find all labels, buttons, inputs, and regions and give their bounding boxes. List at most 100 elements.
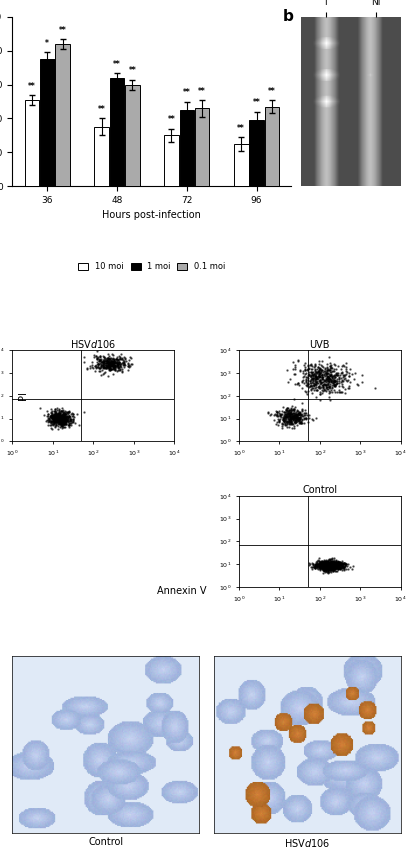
Point: [327, 372, 334, 386]
Point: [294, 411, 300, 424]
Point: [98, 358, 104, 371]
Point: [60, 414, 67, 428]
Point: [316, 558, 322, 572]
Point: [322, 557, 328, 570]
Point: [324, 559, 330, 573]
Point: [45, 413, 51, 427]
Point: [335, 555, 342, 569]
Point: [62, 415, 68, 428]
Point: [294, 354, 301, 368]
Point: [335, 558, 342, 571]
Point: [60, 405, 67, 419]
Point: [281, 405, 287, 419]
Point: [323, 560, 329, 574]
Point: [333, 557, 340, 570]
Point: [331, 560, 337, 574]
Point: [299, 413, 305, 427]
Point: [317, 365, 324, 378]
Point: [332, 368, 338, 382]
Point: [322, 554, 328, 568]
Point: [327, 554, 333, 568]
Point: [64, 413, 70, 427]
Point: [62, 413, 68, 427]
Point: [103, 354, 110, 367]
Point: [326, 558, 333, 572]
Point: [325, 562, 332, 575]
Point: [55, 408, 61, 422]
Point: [47, 416, 54, 429]
Point: [319, 566, 326, 580]
Point: [329, 371, 336, 384]
Point: [317, 559, 323, 573]
Point: [61, 413, 68, 427]
Point: [322, 556, 328, 570]
Point: [55, 412, 62, 426]
Point: [325, 562, 332, 575]
Point: [290, 403, 296, 416]
Point: [59, 414, 65, 428]
Point: [323, 559, 330, 573]
Point: [332, 561, 339, 575]
Point: [324, 380, 330, 394]
Point: [107, 361, 114, 375]
Point: [56, 413, 63, 427]
Point: [328, 368, 334, 382]
Point: [325, 374, 332, 388]
Point: [295, 405, 302, 418]
Point: [335, 559, 342, 573]
Point: [52, 411, 59, 425]
Point: [290, 404, 297, 417]
Point: [293, 414, 300, 428]
Point: [293, 415, 300, 428]
Point: [318, 558, 325, 571]
Point: [64, 410, 71, 423]
Point: [100, 354, 107, 368]
Point: [99, 364, 105, 377]
Point: [57, 413, 63, 427]
Point: [289, 411, 295, 424]
Point: [316, 558, 323, 572]
Point: [111, 355, 117, 369]
Point: [116, 356, 123, 370]
Point: [109, 348, 116, 362]
Point: [309, 366, 315, 379]
Point: [347, 375, 354, 388]
Point: [324, 558, 330, 572]
Point: [320, 558, 326, 571]
Point: [316, 366, 323, 380]
Point: [104, 369, 111, 382]
Point: [338, 557, 344, 570]
Point: [328, 561, 334, 575]
Point: [61, 411, 67, 425]
Point: [50, 416, 57, 430]
Point: [106, 363, 112, 377]
Point: [102, 361, 109, 375]
Point: [328, 561, 334, 575]
Point: [60, 413, 67, 427]
Point: [310, 413, 317, 427]
Point: [335, 562, 342, 575]
Point: [49, 416, 55, 429]
Point: [320, 378, 326, 392]
Point: [321, 563, 328, 576]
Point: [281, 405, 287, 418]
Point: [342, 558, 349, 572]
Point: [324, 377, 331, 391]
Point: [55, 417, 62, 431]
Point: [50, 413, 57, 427]
Point: [326, 556, 333, 570]
Point: [326, 393, 333, 406]
Point: [316, 370, 322, 383]
Point: [290, 411, 297, 424]
Point: [327, 369, 334, 382]
Point: [312, 381, 318, 394]
Point: [57, 417, 63, 431]
Point: [52, 404, 59, 417]
Point: [315, 559, 321, 573]
Point: [302, 408, 309, 422]
Point: [96, 354, 102, 368]
Point: [51, 414, 57, 428]
Point: [337, 362, 344, 376]
Point: [323, 555, 330, 569]
Point: [282, 418, 289, 432]
